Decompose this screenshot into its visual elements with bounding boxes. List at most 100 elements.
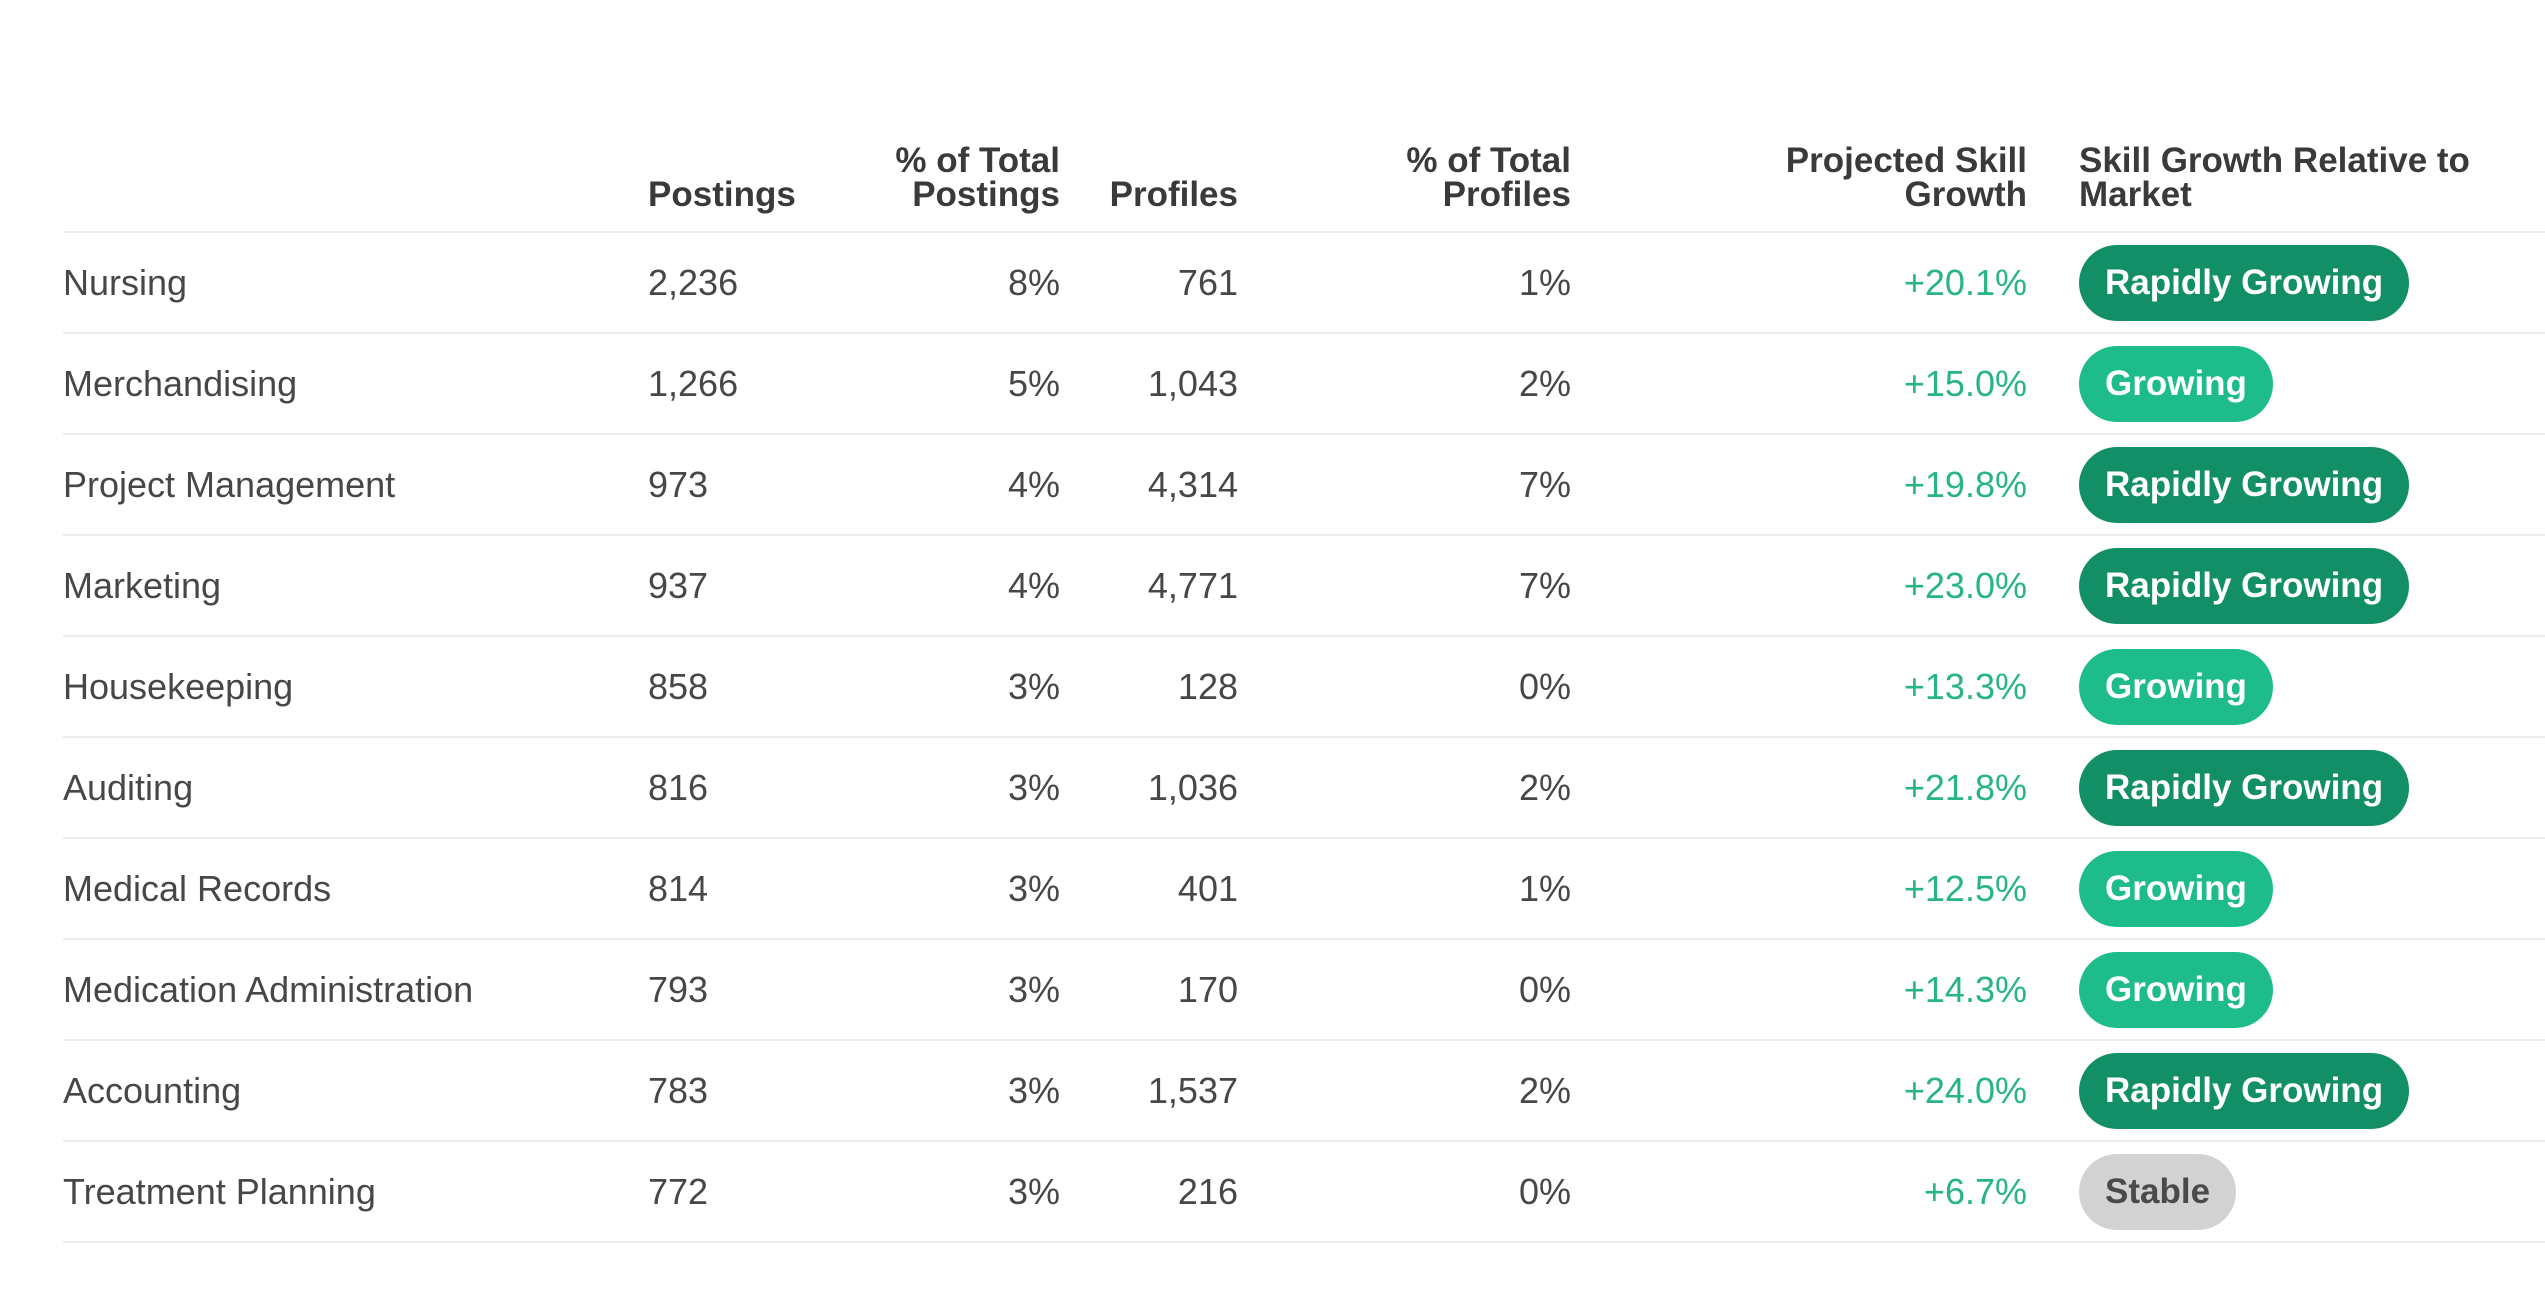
cell-profiles: 4,314 [1060, 434, 1238, 536]
cell-growth: +12.5% [1571, 838, 2027, 940]
cell-growth-relative: Rapidly Growing [2027, 535, 2545, 637]
cell-growth: +21.8% [1571, 737, 2027, 839]
cell-growth: +23.0% [1571, 535, 2027, 637]
header-pct-profiles-label: % of Total Profiles [1406, 141, 1571, 214]
cell-postings: 2,236 [648, 232, 738, 334]
cell-postings: 814 [648, 838, 708, 940]
cell-skill: Treatment Planning [63, 1141, 648, 1243]
growth-status-badge: Rapidly Growing [2079, 244, 2410, 321]
growth-status-badge: Growing [2079, 345, 2273, 422]
cell-growth: +14.3% [1571, 939, 2027, 1041]
cell-growth: +13.3% [1571, 636, 2027, 738]
header-pct-postings-label: % of Total Postings [895, 141, 1060, 214]
header-postings: Postings [648, 98, 796, 233]
growth-status-badge: Growing [2079, 648, 2273, 725]
growth-status-badge: Growing [2079, 951, 2273, 1028]
table-row: Housekeeping 858 3% 128 0% +13.3% Growing [63, 636, 2545, 738]
cell-skill: Medical Records [63, 838, 648, 940]
cell-skill: Accounting [63, 1040, 648, 1142]
cell-pct-postings: 4% [708, 434, 1060, 536]
cell-growth: +20.1% [1571, 232, 2027, 334]
cell-growth-relative: Rapidly Growing [2027, 1040, 2545, 1142]
cell-postings: 858 [648, 636, 708, 738]
cell-profiles: 401 [1060, 838, 1238, 940]
cell-postings: 783 [648, 1040, 708, 1142]
cell-skill: Housekeeping [63, 636, 648, 738]
cell-pct-profiles: 1% [1238, 232, 1571, 334]
cell-profiles: 1,036 [1060, 737, 1238, 839]
cell-profiles: 170 [1060, 939, 1238, 1041]
cell-pct-profiles: 1% [1238, 838, 1571, 940]
skills-table: Postings % of Total Postings Profiles % … [63, 98, 2545, 1243]
header-skill [63, 98, 648, 233]
cell-pct-profiles: 2% [1238, 737, 1571, 839]
cell-pct-postings: 3% [708, 838, 1060, 940]
cell-profiles: 761 [1060, 232, 1238, 334]
cell-pct-postings: 3% [708, 939, 1060, 1041]
cell-growth-relative: Growing [2027, 939, 2545, 1041]
cell-skill: Medication Administration [63, 939, 648, 1041]
cell-growth-relative: Rapidly Growing [2027, 434, 2545, 536]
cell-skill: Nursing [63, 232, 648, 334]
cell-growth-relative: Rapidly Growing [2027, 737, 2545, 839]
header-postings-label: Postings [648, 175, 796, 214]
growth-status-badge: Stable [2079, 1153, 2237, 1230]
cell-pct-postings: 3% [708, 1040, 1060, 1142]
table-row: Medical Records 814 3% 401 1% +12.5% Growing [63, 838, 2545, 940]
cell-pct-profiles: 0% [1238, 1141, 1571, 1243]
cell-pct-profiles: 7% [1238, 535, 1571, 637]
table-row: Accounting 783 3% 1,537 2% +24.0% Rapidly Grow… [63, 1040, 2545, 1142]
cell-growth-relative: Rapidly Growing [2027, 232, 2545, 334]
cell-postings: 793 [648, 939, 708, 1041]
cell-pct-postings: 3% [708, 636, 1060, 738]
cell-pct-profiles: 0% [1238, 636, 1571, 738]
table-row: Merchandising 1,266 5% 1,043 2% +15.0% Growing [63, 333, 2545, 435]
cell-growth: +19.8% [1571, 434, 2027, 536]
table-header-row: Postings % of Total Postings Profiles % … [63, 98, 2545, 233]
growth-status-badge: Rapidly Growing [2079, 1052, 2410, 1129]
table-row: Nursing 2,236 8% 761 1% +20.1% Rapidly Growing [63, 232, 2545, 334]
cell-pct-profiles: 0% [1238, 939, 1571, 1041]
table-row: Marketing 937 4% 4,771 7% +23.0% Rapidly Growi… [63, 535, 2545, 637]
header-relative: Skill Growth Relative to Market [2027, 98, 2545, 233]
table-row: Auditing 816 3% 1,036 2% +21.8% Rapidly Growin… [63, 737, 2545, 839]
cell-pct-postings: 3% [708, 1141, 1060, 1243]
growth-status-badge: Rapidly Growing [2079, 547, 2410, 624]
cell-postings: 772 [648, 1141, 708, 1243]
table-body: Nursing 2,236 8% 761 1% +20.1% Rapidly Growing… [63, 232, 2545, 1243]
cell-growth-relative: Growing [2027, 333, 2545, 435]
growth-status-badge: Rapidly Growing [2079, 446, 2410, 523]
cell-growth-relative: Growing [2027, 838, 2545, 940]
cell-growth: +6.7% [1571, 1141, 2027, 1243]
cell-skill: Auditing [63, 737, 648, 839]
cell-pct-postings: 3% [708, 737, 1060, 839]
cell-profiles: 128 [1060, 636, 1238, 738]
cell-pct-profiles: 2% [1238, 333, 1571, 435]
cell-postings: 1,266 [648, 333, 738, 435]
cell-profiles: 216 [1060, 1141, 1238, 1243]
cell-profiles: 1,043 [1060, 333, 1238, 435]
header-relative-label: Skill Growth Relative to Market [2079, 141, 2470, 214]
table-row: Treatment Planning 772 3% 216 0% +6.7% Stable [63, 1141, 2545, 1243]
table-row: Project Management 973 4% 4,314 7% +19.8% Rapi… [63, 434, 2545, 536]
cell-skill: Project Management [63, 434, 648, 536]
growth-status-badge: Rapidly Growing [2079, 749, 2410, 826]
cell-postings: 937 [648, 535, 708, 637]
cell-growth-relative: Stable [2027, 1141, 2545, 1243]
cell-pct-profiles: 7% [1238, 434, 1571, 536]
header-growth-label: Projected Skill Growth [1785, 141, 2027, 214]
cell-profiles: 1,537 [1060, 1040, 1238, 1142]
growth-status-badge: Growing [2079, 850, 2273, 927]
cell-growth-relative: Growing [2027, 636, 2545, 738]
header-growth: Projected Skill Growth [1571, 98, 2027, 233]
header-profiles: Profiles [1060, 98, 1238, 233]
cell-postings: 973 [648, 434, 708, 536]
cell-growth: +24.0% [1571, 1040, 2027, 1142]
cell-profiles: 4,771 [1060, 535, 1238, 637]
cell-pct-profiles: 2% [1238, 1040, 1571, 1142]
cell-growth: +15.0% [1571, 333, 2027, 435]
cell-skill: Merchandising [63, 333, 648, 435]
cell-pct-postings: 8% [708, 232, 1060, 334]
cell-pct-postings: 4% [708, 535, 1060, 637]
header-pct-postings: % of Total Postings [708, 98, 1060, 233]
